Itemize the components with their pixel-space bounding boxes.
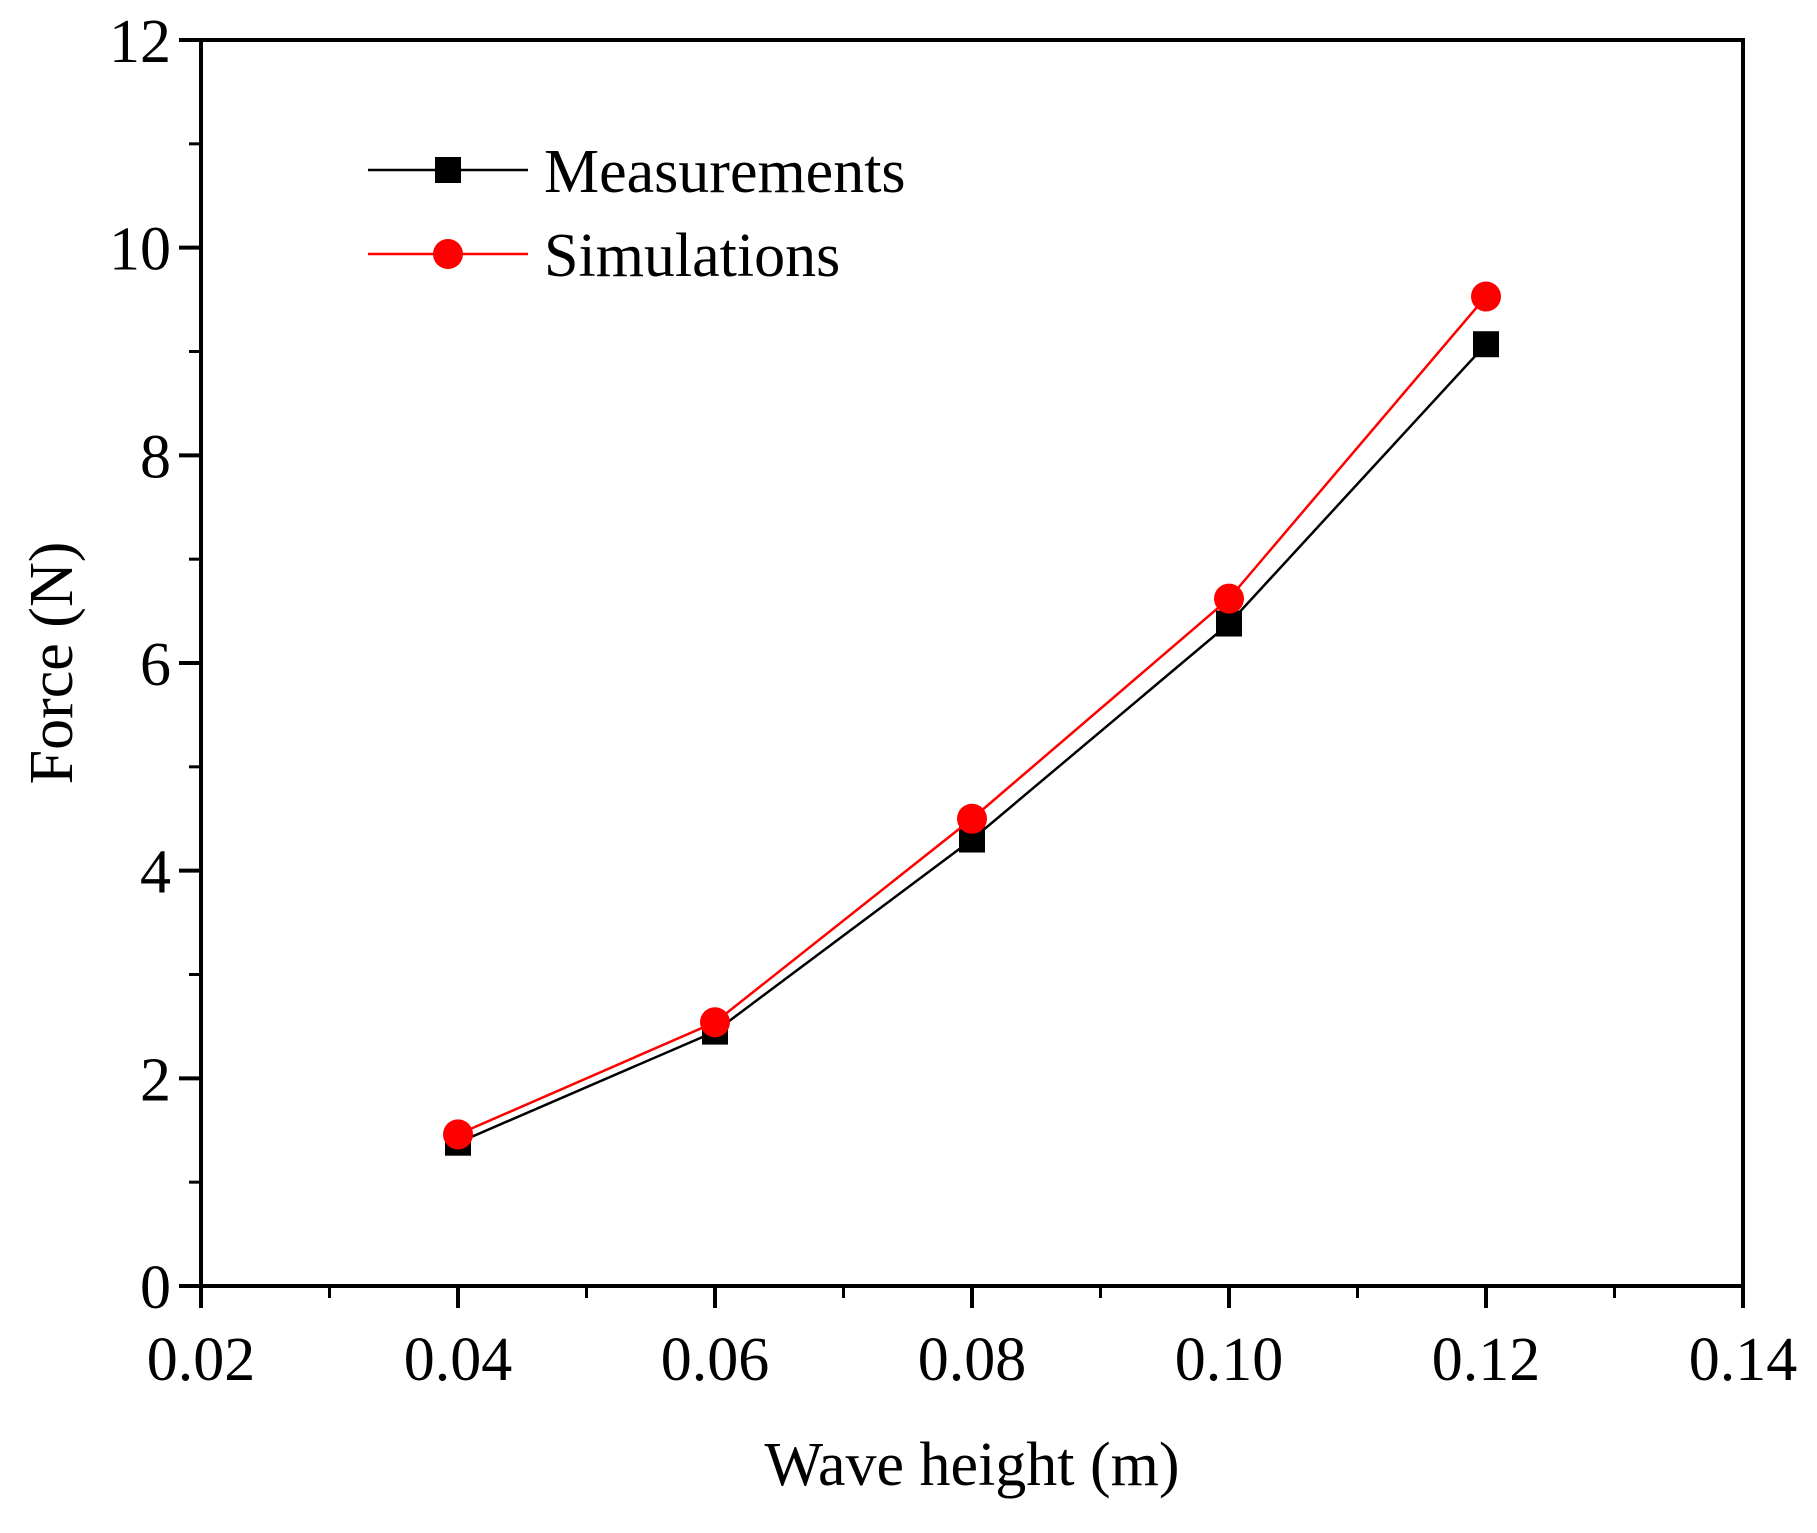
axis-ticks bbox=[179, 38, 1745, 1308]
legend-marker bbox=[435, 157, 461, 183]
legend: Measurements Simulations bbox=[368, 138, 906, 290]
x-tick-label: 0.04 bbox=[404, 1326, 513, 1394]
y-tick-label: 2 bbox=[140, 1046, 171, 1114]
series-simulations bbox=[443, 281, 1501, 1150]
legend-label: Measurements bbox=[544, 138, 906, 206]
x-tick-label: 0.10 bbox=[1175, 1326, 1284, 1394]
x-tick-label: 0.14 bbox=[1689, 1326, 1798, 1394]
series-line bbox=[457, 295, 1487, 1136]
data-point bbox=[957, 803, 987, 834]
data-point bbox=[700, 1007, 730, 1038]
data-point bbox=[1216, 610, 1242, 637]
tick-labels: 0.02 0.04 0.06 0.08 0.10 0.12 0.14 0 2 4 6 8 10 12 bbox=[109, 8, 1797, 1394]
x-tick-label: 0.08 bbox=[918, 1326, 1027, 1394]
y-tick-label: 0 bbox=[140, 1254, 171, 1322]
x-tick-label: 0.12 bbox=[1432, 1326, 1541, 1394]
legend-marker bbox=[433, 239, 463, 269]
data-point bbox=[1473, 331, 1499, 358]
y-tick-label: 12 bbox=[109, 8, 171, 76]
data-point bbox=[1214, 583, 1244, 614]
data-point bbox=[1471, 281, 1501, 312]
y-tick-label: 8 bbox=[140, 423, 171, 491]
y-tick-label: 6 bbox=[140, 631, 171, 699]
legend-label: Simulations bbox=[544, 222, 840, 290]
series-measurements bbox=[445, 331, 1499, 1156]
legend-item: Simulations bbox=[368, 222, 840, 290]
series-layer bbox=[443, 281, 1501, 1156]
x-axis-label: Wave height (m) bbox=[764, 1431, 1179, 1499]
series-line bbox=[457, 343, 1487, 1144]
y-axis-label: Force (N) bbox=[18, 542, 86, 785]
x-tick-label: 0.06 bbox=[661, 1326, 770, 1394]
x-tick-label: 0.02 bbox=[147, 1326, 256, 1394]
data-point bbox=[443, 1119, 473, 1150]
legend-item: Measurements bbox=[368, 138, 906, 206]
y-tick-label: 4 bbox=[140, 839, 171, 907]
y-tick-label: 10 bbox=[109, 216, 171, 284]
plot-frame bbox=[199, 38, 1745, 1288]
